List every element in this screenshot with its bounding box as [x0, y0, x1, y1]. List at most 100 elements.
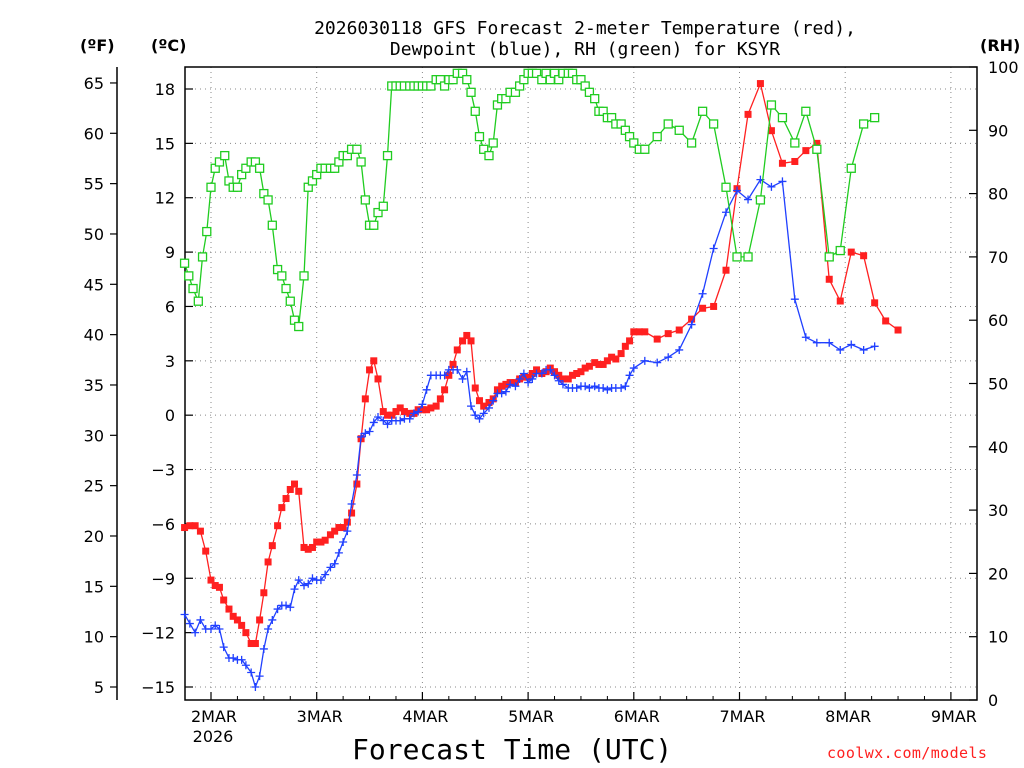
rh-point: [232, 182, 243, 192]
temperature-point: [524, 373, 532, 381]
dewpoint-point: [369, 418, 378, 427]
rh-point: [484, 150, 494, 161]
temperature-point: [581, 364, 589, 372]
temperature-point: [353, 480, 361, 488]
temperature-point: [432, 402, 440, 410]
temperature-point: [370, 357, 378, 365]
dewpoint-point: [497, 389, 506, 398]
rh-point: [373, 207, 383, 218]
temperature-point: [688, 315, 696, 323]
dewpoint-point: [744, 195, 753, 204]
dewpoint-point: [282, 601, 291, 610]
dewpoint-point: [352, 470, 361, 479]
dewpoint-point: [870, 342, 879, 351]
dewpoint-point: [286, 603, 295, 612]
dewpoint-point: [687, 320, 696, 329]
dewpoint-point: [462, 367, 471, 376]
dewpoint-point: [524, 378, 533, 387]
rh-point: [835, 245, 845, 256]
dewpoint-point: [440, 371, 449, 380]
dewpoint-point: [581, 382, 590, 391]
y-tick-label-rh: 100: [988, 58, 1019, 77]
temperature-point: [641, 328, 649, 336]
dewpoint-point: [453, 365, 462, 374]
dewpoint-point: [790, 295, 799, 304]
y-axis-f-unit: (ºF): [80, 36, 115, 55]
temperature-point: [251, 640, 259, 648]
y-axis-rh-unit: (RH): [980, 36, 1021, 55]
dewpoint-point: [418, 400, 427, 409]
temperature-point: [202, 547, 210, 555]
dewpoint-point: [825, 338, 834, 347]
temperature-point: [286, 485, 294, 493]
dewpoint-point: [264, 625, 273, 634]
temperature-point: [568, 371, 576, 379]
rh-point: [285, 296, 295, 306]
temperature-point: [379, 408, 387, 416]
y-tick-label-c: 6: [165, 297, 175, 316]
rh-point: [197, 252, 208, 262]
temperature-point: [304, 545, 312, 553]
grid: [185, 67, 977, 700]
rh-point: [743, 252, 753, 262]
rh-point: [640, 144, 650, 154]
rh-point: [206, 182, 216, 192]
temperature-point: [264, 558, 272, 566]
y-tick-label-c: 3: [165, 352, 175, 371]
x-axis: 2MAR 3MAR 4MAR 5MAR 6MAR 7MAR 8MAR 9MAR 2026: [191, 692, 977, 746]
temperature-point: [612, 355, 620, 363]
rh-point: [629, 138, 639, 148]
dewpoint-point: [383, 420, 392, 429]
temperature-point: [242, 629, 250, 637]
x-axis-title: Forecast Time (UTC): [352, 733, 673, 766]
y-tick-label-rh: 90: [988, 121, 1008, 140]
temperature-point: [564, 375, 572, 383]
dewpoint-point: [537, 369, 546, 378]
temperature-point: [423, 406, 431, 414]
rh-point: [470, 106, 480, 116]
rh-point: [812, 144, 822, 154]
dewpoint-point: [801, 333, 810, 342]
dewpoint-point: [458, 374, 467, 383]
dewpoint-point: [778, 177, 787, 186]
temperature-point: [427, 404, 435, 412]
dewpoint-point: [675, 345, 684, 354]
dewpoint-point: [357, 432, 366, 441]
x-tick-label: 5MAR: [508, 707, 554, 726]
credit-link[interactable]: coolwx.com/models: [827, 744, 988, 762]
dewpoint-point: [326, 563, 335, 572]
temperature-point: [599, 360, 607, 368]
temperature-point: [744, 110, 752, 118]
temperature-point: [836, 297, 844, 305]
y-tick-label-rh: 70: [988, 248, 1008, 267]
rh-point: [369, 220, 379, 230]
temperature-point: [335, 524, 343, 532]
rh-point: [179, 258, 190, 268]
chart-title: 2026030118 GFS Forecast 2-meter Temperat…: [0, 18, 1024, 60]
temperature-point: [392, 408, 400, 416]
temperature-point: [630, 328, 638, 336]
rh-point: [360, 195, 370, 205]
rh-point: [382, 150, 393, 161]
y-tick-label-rh: 50: [988, 375, 1008, 394]
x-tick-label: 3MAR: [297, 707, 343, 726]
y-tick-label-rh: 30: [988, 501, 1008, 520]
y-tick-label-f: 65: [84, 74, 104, 93]
dewpoint-point: [409, 409, 418, 418]
temperature-point: [699, 304, 707, 312]
temperature-point: [847, 248, 855, 256]
temperature-point: [778, 159, 786, 167]
dewpoint-point: [290, 585, 299, 594]
y-tick-label-f: 40: [84, 326, 104, 345]
temperature-point: [722, 266, 730, 274]
rh-point: [188, 283, 198, 294]
rh-point: [801, 106, 811, 116]
temperature-point: [555, 371, 563, 379]
temperature-point: [480, 402, 488, 410]
y-tick-label-c: 15: [155, 134, 175, 153]
rh-point: [474, 131, 485, 142]
temperature-point: [791, 157, 799, 165]
temperature-point: [664, 330, 672, 338]
dewpoint-point: [191, 628, 200, 637]
y-tick-label-f: 10: [84, 628, 104, 647]
